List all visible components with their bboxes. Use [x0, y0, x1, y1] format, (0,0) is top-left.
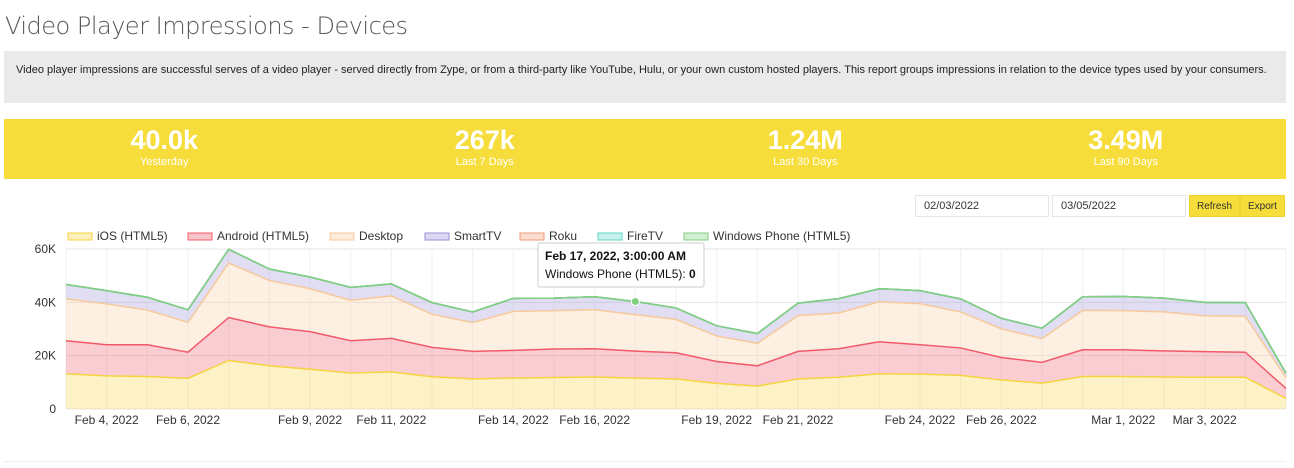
report-description: Video player impressions are successful …: [4, 51, 1286, 103]
legend-label: Desktop: [359, 229, 403, 243]
end-date-input[interactable]: 03/05/2022: [1052, 195, 1186, 217]
series-line-0: [65, 359, 1287, 400]
stat-value: 267k: [454, 125, 515, 155]
x-tick-label: Feb 9, 2022: [278, 413, 342, 427]
legend-swatch: [519, 232, 545, 241]
page-title: Video Player Impressions - Devices: [5, 12, 408, 40]
legend-label: Android (HTML5): [217, 229, 309, 243]
x-tick-label: Feb 11, 2022: [356, 413, 426, 427]
y-tick-label: 20K: [35, 349, 56, 363]
x-tick-label: Feb 21, 2022: [763, 413, 834, 427]
impressions-chart: 0 20K 40K 60K Feb 4, 2022 Feb 6, 2022 Feb 9, 2…: [35, 229, 1287, 427]
tooltip-box: [537, 242, 705, 288]
legend-label: FireTV: [627, 229, 663, 243]
y-tick-label: 0: [49, 402, 56, 416]
series-area-3: [66, 249, 1286, 378]
stat-value: 40.0k: [130, 125, 199, 155]
y-tick-label: 40K: [35, 295, 56, 309]
stat-last-90-days: 3.49M Last 90 Days: [966, 119, 1287, 179]
x-tick-label: Feb 19, 2022: [681, 413, 752, 427]
legend-swatch: [329, 232, 355, 241]
stat-yesterday: 40.0k Yesterday: [4, 119, 325, 179]
x-tick-label: Feb 14, 2022: [478, 413, 549, 427]
series-area-2: [66, 263, 1286, 389]
export-button[interactable]: Export: [1240, 195, 1285, 217]
series-line-2: [65, 262, 1287, 379]
tooltip-title: Feb 17, 2022, 3:00:00 AM: [545, 249, 686, 263]
legend-swatch: [424, 232, 450, 241]
x-tick-label: Feb 4, 2022: [75, 413, 139, 427]
legend-label: Windows Phone (HTML5): [713, 229, 850, 243]
tooltip-series-name: Windows Phone (HTML5):: [545, 267, 689, 281]
series-line-1: [65, 316, 1287, 390]
x-tick-label: Feb 26, 2022: [966, 413, 1037, 427]
legend-swatch: [187, 232, 213, 241]
legend-swatch: [67, 232, 93, 241]
x-tick-label: Feb 6, 2022: [156, 413, 220, 427]
x-tick-label: Mar 3, 2022: [1173, 413, 1237, 427]
stat-label: Last 30 Days: [773, 156, 838, 168]
refresh-button[interactable]: Refresh: [1189, 195, 1241, 217]
x-tick-label: Feb 16, 2022: [559, 413, 630, 427]
stats-banner: 40.0k Yesterday 267k Last 7 Days 1.24M L…: [4, 119, 1286, 179]
stat-value: 1.24M: [767, 125, 843, 155]
stat-last-30-days: 1.24M Last 30 Days: [645, 119, 966, 179]
x-tick-label: Feb 24, 2022: [885, 413, 956, 427]
legend-swatch: [597, 232, 623, 241]
legend-label: SmartTV: [454, 229, 501, 243]
stat-label: Last 90 Days: [1093, 156, 1158, 168]
y-tick-label: 60K: [35, 242, 56, 256]
stat-value: 3.49M: [1088, 125, 1164, 155]
tooltip-series-label: Windows Phone (HTML5): 0: [545, 267, 696, 281]
legend-label: Roku: [549, 229, 577, 243]
legend-swatch: [683, 232, 709, 241]
series-line-6: [65, 248, 1287, 374]
stat-label: Yesterday: [139, 156, 189, 168]
legend-label: iOS (HTML5): [97, 229, 168, 243]
highlight-point: [630, 297, 640, 307]
x-tick-label: Mar 1, 2022: [1091, 413, 1155, 427]
stat-last-7-days: 267k Last 7 Days: [325, 119, 646, 179]
divider: [4, 461, 1286, 462]
tooltip-value: 0: [689, 267, 696, 281]
stat-label: Last 7 Days: [455, 156, 514, 168]
series-area-1: [66, 317, 1286, 399]
start-date-input[interactable]: 02/03/2022: [915, 195, 1049, 217]
